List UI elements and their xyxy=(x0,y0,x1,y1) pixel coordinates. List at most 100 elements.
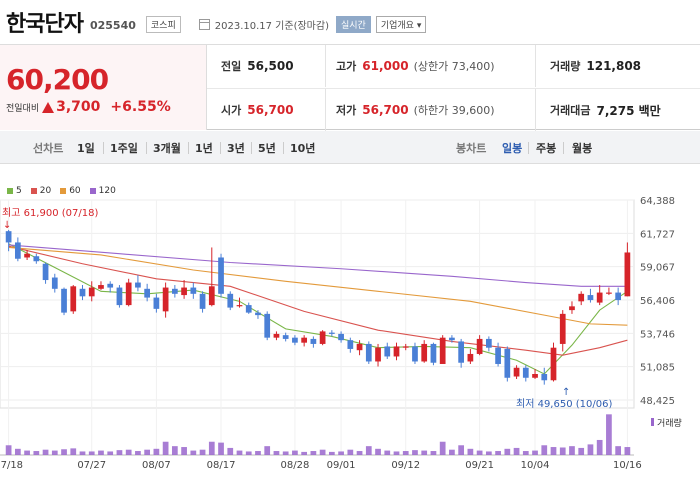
candle-body xyxy=(550,347,557,381)
candle-body xyxy=(208,286,215,306)
candle-body xyxy=(596,292,603,303)
prev-close-value: 56,500 xyxy=(247,59,294,73)
x-tick-label: 09/21 xyxy=(465,460,494,471)
amount-label: 거래대금 xyxy=(550,104,591,117)
candle-body xyxy=(282,335,289,339)
ma20-line xyxy=(8,245,628,356)
volume-value: 121,808 xyxy=(586,59,642,73)
amount-cell: 거래대금 7,275 백만 xyxy=(535,89,661,131)
change-percent: +6.55% xyxy=(110,99,171,115)
volume-bar xyxy=(282,451,289,455)
candle-body xyxy=(485,338,492,348)
volume-bar xyxy=(107,451,114,455)
volume-bar xyxy=(356,451,363,455)
candle-body xyxy=(624,252,631,297)
period-1y[interactable]: 1년 xyxy=(195,142,213,155)
candle-body xyxy=(125,282,132,306)
quote-row-2: 시가 56,700 저가 56,700 (하한가 39,600) 거래대금 7,… xyxy=(207,88,700,131)
legend-ma120: 120 xyxy=(89,186,116,196)
period-3y[interactable]: 3년 xyxy=(227,142,245,155)
candle-body xyxy=(347,340,354,349)
volume-bar xyxy=(5,445,12,455)
volume-bar xyxy=(559,447,566,455)
high-value: 61,000 xyxy=(362,59,409,73)
volume-bar xyxy=(615,446,622,455)
volume-bar xyxy=(569,446,575,455)
plot-frame xyxy=(0,199,635,409)
volume-bar xyxy=(439,441,446,455)
x-tick-label: 07/27 xyxy=(77,460,106,471)
volume-bar xyxy=(255,451,261,455)
candle-body xyxy=(227,293,234,308)
lower-limit: (하한가 39,600) xyxy=(413,104,495,117)
open-cell: 시가 56,700 xyxy=(221,89,294,131)
candle-body xyxy=(412,346,418,362)
volume-bar xyxy=(42,449,49,455)
volume-bar xyxy=(532,450,538,455)
volume-bar xyxy=(153,448,160,455)
period-5y[interactable]: 5년 xyxy=(258,142,276,155)
volume-bar xyxy=(199,449,206,455)
period-1d[interactable]: 1일 xyxy=(77,142,95,155)
candle-body xyxy=(504,348,511,378)
volume-bar xyxy=(33,451,40,455)
upper-limit: (상한가 73,400) xyxy=(413,60,495,73)
stock-code: 025540 xyxy=(89,18,136,32)
candle-weekly[interactable]: 주봉 xyxy=(536,142,557,155)
x-tick-label: 09/01 xyxy=(327,460,356,471)
candle-body xyxy=(107,283,114,288)
volume-bar xyxy=(421,450,428,455)
period-3m[interactable]: 3개월 xyxy=(153,142,181,155)
volume-bar xyxy=(310,451,317,455)
period-10y[interactable]: 10년 xyxy=(290,142,316,155)
volume-bar xyxy=(402,451,409,455)
volume-bar xyxy=(14,448,21,455)
line-chart-label: 선차트 xyxy=(33,142,64,155)
volume-bar xyxy=(319,449,326,455)
quote-date: 2023.10.17 기준(장마감) xyxy=(198,17,329,32)
up-triangle-icon xyxy=(42,101,55,113)
company-overview-dropdown[interactable]: 기업개요 ▾ xyxy=(375,16,427,33)
volume-bar xyxy=(79,451,86,455)
volume-bar xyxy=(430,451,437,455)
candle-body xyxy=(393,346,400,357)
current-price: 60,200 xyxy=(6,63,109,96)
high-label: 고가 xyxy=(336,60,357,73)
ma120-line xyxy=(8,244,628,287)
candle-body xyxy=(5,231,12,243)
volume-bar xyxy=(338,451,344,455)
y-tick-label: 61,727 xyxy=(640,229,675,240)
candle-body xyxy=(430,343,437,363)
candle-body xyxy=(42,263,49,281)
volume-bar xyxy=(328,451,335,455)
volume-bar xyxy=(495,451,501,455)
volume-bar xyxy=(393,451,400,455)
realtime-button[interactable]: 실시간 xyxy=(336,16,371,33)
candle-body xyxy=(541,374,548,381)
volume-bar xyxy=(181,447,187,455)
volume-bar xyxy=(190,450,197,455)
legend-ma60: 60 xyxy=(60,186,81,196)
candle-monthly[interactable]: 월봉 xyxy=(572,142,593,155)
candle-body xyxy=(458,341,465,363)
volume-bar xyxy=(485,451,492,455)
candle-body xyxy=(338,333,344,341)
candle-body xyxy=(476,338,483,354)
y-tick-label: 48,425 xyxy=(640,396,675,407)
candle-body xyxy=(153,297,160,309)
volume-legend-swatch xyxy=(651,418,654,426)
volume-legend-label: 거래량 xyxy=(657,417,682,429)
candle-body xyxy=(449,337,455,341)
candle-body xyxy=(292,337,298,343)
volume-bar xyxy=(365,446,372,455)
candle-body xyxy=(264,313,271,338)
candle-body xyxy=(14,242,21,259)
ma60-line xyxy=(8,246,628,326)
x-tick-label: 08/28 xyxy=(280,460,309,471)
volume-bar xyxy=(301,451,308,455)
candle-body xyxy=(356,343,363,351)
candle-body xyxy=(421,343,428,362)
candle-daily[interactable]: 일봉 xyxy=(502,142,523,155)
period-1w[interactable]: 1주일 xyxy=(110,142,138,155)
